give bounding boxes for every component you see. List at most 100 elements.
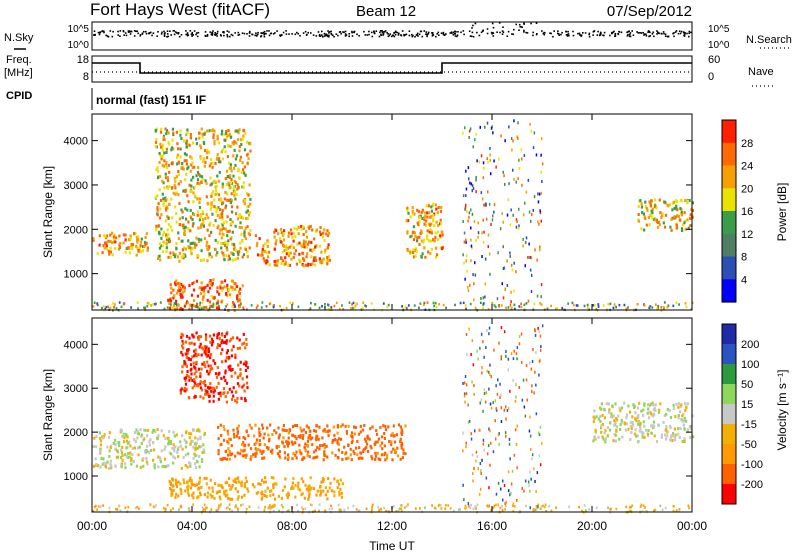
echo-cell	[490, 172, 492, 176]
echo-cell	[663, 225, 667, 229]
echo-cell	[225, 130, 228, 133]
echo-cell	[321, 260, 324, 264]
echo-cell	[299, 259, 302, 263]
echo-cell	[495, 408, 498, 412]
echo-cell	[604, 429, 607, 433]
echo-cell	[673, 206, 676, 210]
echo-cell	[116, 450, 119, 454]
echo-cell	[170, 286, 173, 290]
noise-point	[640, 32, 643, 34]
noise-point	[384, 30, 387, 32]
echo-cell	[268, 302, 271, 306]
echo-cell	[243, 148, 247, 152]
echo-cell	[606, 434, 609, 438]
colorbar-swatch	[722, 256, 736, 280]
echo-cell	[429, 223, 432, 227]
echo-cell	[180, 506, 183, 509]
echo-cell	[193, 342, 196, 346]
echo-cell	[691, 201, 694, 205]
echo-cell	[234, 353, 237, 357]
noise-point	[306, 33, 308, 36]
echo-cell	[221, 457, 224, 461]
echo-cell	[241, 255, 244, 259]
echo-cell	[180, 137, 183, 140]
echo-cell	[223, 197, 226, 201]
noise-point	[690, 31, 692, 34]
echo-cell	[531, 384, 533, 388]
echo-cell	[509, 389, 511, 393]
noise-search-label: N.Search	[746, 34, 792, 46]
echo-cell	[491, 218, 494, 222]
echo-cell	[245, 363, 248, 367]
echo-cell	[532, 208, 534, 212]
echo-cell	[377, 505, 380, 509]
echo-cell	[235, 212, 238, 216]
noise-point	[212, 30, 214, 32]
echo-cell	[345, 457, 348, 461]
echo-cell	[159, 456, 162, 460]
echo-cell	[406, 230, 409, 234]
echo-cell	[409, 215, 412, 219]
echo-cell	[268, 504, 271, 507]
colorbar-tick-label: 12	[741, 229, 753, 241]
noise-point	[325, 34, 327, 37]
echo-cell	[333, 490, 336, 494]
echo-cell	[171, 446, 174, 450]
noise-point	[285, 30, 287, 32]
echo-cell	[255, 491, 258, 495]
echo-cell	[511, 148, 513, 152]
echo-cell	[218, 198, 221, 202]
echo-cell	[431, 204, 435, 207]
echo-cell	[287, 254, 290, 258]
echo-cell	[143, 449, 147, 453]
echo-cell	[239, 302, 242, 306]
echo-cell	[99, 443, 103, 447]
echo-cell	[130, 462, 133, 466]
noise-point	[683, 31, 685, 33]
echo-cell	[300, 452, 303, 456]
echo-cell	[231, 286, 234, 290]
echo-cell	[255, 448, 258, 452]
echo-cell	[241, 377, 244, 381]
echo-cell	[688, 436, 692, 440]
echo-cell	[161, 244, 164, 248]
echo-cell	[465, 169, 467, 173]
noise-point	[579, 34, 581, 36]
echo-cell	[416, 236, 419, 240]
echo-cell	[308, 492, 311, 496]
echo-cell	[476, 159, 478, 163]
echo-cell	[244, 369, 247, 372]
echo-cell	[165, 246, 168, 250]
echo-cell	[344, 424, 347, 428]
echo-cell	[632, 403, 635, 407]
echo-cell	[225, 356, 228, 360]
echo-cell	[664, 213, 667, 217]
echo-cell	[157, 224, 160, 228]
echo-cell	[161, 464, 164, 468]
echo-cell	[164, 219, 167, 223]
echo-cell	[359, 430, 362, 434]
noise-point	[166, 30, 169, 32]
echo-cell	[293, 226, 296, 230]
echo-cell	[263, 508, 266, 512]
echo-cell	[290, 487, 293, 490]
echo-cell	[165, 151, 168, 154]
noise-point	[647, 31, 649, 33]
echo-cell	[284, 456, 287, 460]
echo-cell	[206, 360, 209, 364]
echo-cell	[525, 236, 528, 240]
echo-cell	[528, 242, 530, 246]
echo-cell	[586, 303, 589, 307]
noise-point	[269, 32, 272, 35]
echo-cell	[195, 331, 198, 335]
echo-cell	[146, 462, 149, 466]
echo-cell	[230, 192, 233, 196]
echo-cell	[541, 441, 543, 445]
noise-point	[111, 35, 114, 38]
echo-cell	[301, 436, 304, 440]
echo-cell	[623, 422, 626, 426]
echo-cell	[180, 293, 183, 297]
echo-cell	[113, 240, 116, 244]
echo-cell	[155, 228, 158, 232]
echo-cell	[647, 403, 650, 406]
